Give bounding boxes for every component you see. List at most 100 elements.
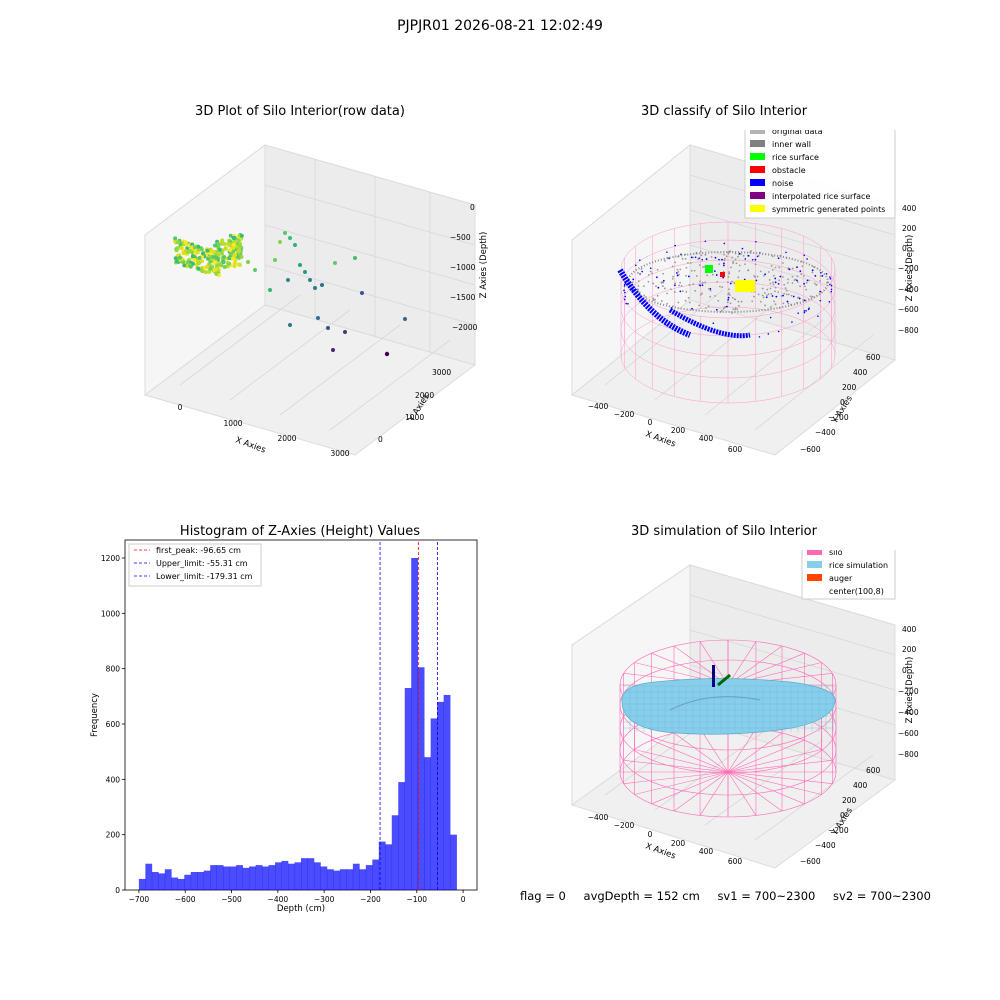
histogram-bar — [255, 865, 263, 890]
histogram-bar — [443, 694, 451, 890]
histogram-reference-lines — [379, 540, 438, 890]
histogram-bar — [236, 865, 243, 890]
raw-plot-title: 3D Plot of Silo Interior(row data) — [195, 104, 405, 119]
raw-3d-box — [143, 144, 477, 456]
svg-text:−600: −600 — [800, 445, 821, 454]
histogram-bar — [249, 866, 256, 890]
histogram-bar — [372, 859, 380, 890]
raw-z-ticks: 0 −500 −1000 −1500 −2000 — [450, 203, 478, 332]
histogram-bar — [164, 869, 172, 890]
legend-label: obstacle — [772, 166, 806, 175]
histogram-x-tick: −700 — [129, 895, 150, 904]
simulation-3d-plot: silo rice simulation auger center(100,8) −4… — [570, 550, 919, 869]
svg-text:400: 400 — [699, 847, 714, 856]
raw-3d-plot: 0 1000 2000 3000 0 1000 2000 3000 0 −500… — [143, 144, 489, 458]
svg-text:−200: −200 — [828, 413, 849, 422]
simulation-y-ticks: −600 −400 −200 0 200 400 600 — [800, 766, 881, 866]
svg-text:400: 400 — [902, 204, 917, 213]
svg-text:200: 200 — [902, 224, 917, 233]
legend-swatch — [750, 130, 765, 134]
sv1-status: sv1 = 700~2300 — [717, 889, 816, 903]
svg-text:−800: −800 — [898, 750, 919, 759]
legend-label: inner wall — [772, 140, 811, 149]
histogram-y-ticks: 0 200 400 600 800 1000 1200 — [101, 554, 125, 895]
legend-label: symmetric generated points — [772, 205, 885, 214]
histogram-bar — [203, 870, 211, 890]
status-line: flag = 0 avgDepth = 152 cm sv1 = 700~230… — [520, 889, 945, 903]
classify-z-ticks: 400 200 0 −200 −400 −600 −800 — [898, 204, 919, 335]
svg-text:200: 200 — [902, 645, 917, 654]
svg-text:400: 400 — [902, 625, 917, 634]
histogram-bar — [307, 858, 315, 890]
histogram-bar — [352, 863, 360, 890]
raw-x-ticks: 0 1000 2000 3000 — [178, 403, 350, 458]
rice-simulation-surface — [621, 678, 836, 735]
svg-text:−400: −400 — [815, 428, 836, 437]
histogram-bar — [171, 877, 179, 890]
histogram-x-tick: 0 — [461, 895, 466, 904]
svg-text:−400: −400 — [898, 708, 919, 717]
histogram-bar — [229, 866, 237, 890]
svg-text:200: 200 — [671, 839, 686, 848]
histogram-bar — [320, 866, 328, 890]
histogram-bar — [177, 878, 185, 890]
legend-label: auger — [829, 574, 853, 583]
legend-label: Lower_limit: -179.31 cm — [156, 572, 253, 581]
svg-text:−600: −600 — [898, 305, 919, 314]
classify-x-ticks: −400 −200 0 200 400 600 — [588, 402, 743, 454]
histogram-y-tick: 400 — [106, 775, 121, 784]
svg-text:−800: −800 — [898, 326, 919, 335]
svg-text:−200: −200 — [614, 821, 635, 830]
svg-text:−1500: −1500 — [450, 293, 476, 302]
raw-z-label: Z Axies (Depth) — [479, 232, 489, 299]
simulation-legend: silo rice simulation auger center(100,8) — [801, 550, 896, 600]
histogram-bar — [346, 869, 354, 890]
classify-3d-plot: original data inner wall rice surface obsta… — [570, 130, 919, 456]
legend-label: rice surface — [772, 153, 819, 162]
histogram-bar — [313, 862, 321, 890]
svg-text:400: 400 — [699, 434, 714, 443]
legend-label: rice simulation — [829, 561, 888, 570]
svg-text:−200: −200 — [614, 410, 635, 419]
legend-swatch — [750, 179, 765, 186]
classify-z-label: Z Axies (Depth) — [905, 235, 915, 302]
simulation-z-ticks: 400 200 0 −200 −400 −600 −800 — [898, 625, 919, 759]
raw-scatter-points — [173, 231, 407, 357]
legend-label: noise — [772, 179, 793, 188]
legend-swatch — [807, 561, 822, 568]
histogram-y-tick: 600 — [106, 720, 121, 729]
legend-label: first_peak: -96.65 cm — [156, 546, 241, 555]
svg-text:0: 0 — [178, 403, 183, 412]
simulation-z-label: Z Axies (Depth) — [905, 657, 915, 724]
histogram-bars — [138, 557, 457, 890]
histogram-x-tick: −500 — [221, 895, 242, 904]
histogram-bar — [339, 869, 347, 890]
svg-text:3000: 3000 — [330, 449, 349, 458]
svg-text:600: 600 — [866, 766, 881, 775]
histogram-bar — [268, 865, 276, 890]
classify-surface-points — [617, 240, 833, 339]
svg-text:0: 0 — [902, 666, 907, 675]
histogram-bar — [210, 865, 218, 890]
histogram-y-tick: 0 — [115, 886, 120, 895]
svg-text:0: 0 — [648, 418, 653, 427]
histogram-bar — [145, 863, 153, 890]
legend-label: silo — [829, 550, 843, 557]
histogram-y-label: Frequency — [90, 693, 100, 737]
histogram-bar — [424, 757, 431, 890]
classify-plot-title: 3D classify of Silo Interior — [640, 104, 808, 119]
histogram-bar — [378, 841, 386, 890]
svg-text:0: 0 — [840, 398, 845, 407]
auger-glyph — [712, 665, 731, 687]
svg-text:−500: −500 — [450, 233, 471, 242]
svg-text:−400: −400 — [588, 402, 609, 411]
svg-text:400: 400 — [853, 368, 868, 377]
legend-swatch — [807, 587, 822, 594]
svg-text:−400: −400 — [815, 841, 836, 850]
legend-label: original data — [772, 130, 823, 136]
histogram-bar — [275, 862, 282, 890]
histogram-bar — [359, 869, 367, 890]
svg-text:0: 0 — [840, 811, 845, 820]
classify-y-ticks: −600 −400 −200 0 200 400 600 — [800, 353, 881, 454]
flag-status: flag = 0 — [520, 889, 566, 903]
